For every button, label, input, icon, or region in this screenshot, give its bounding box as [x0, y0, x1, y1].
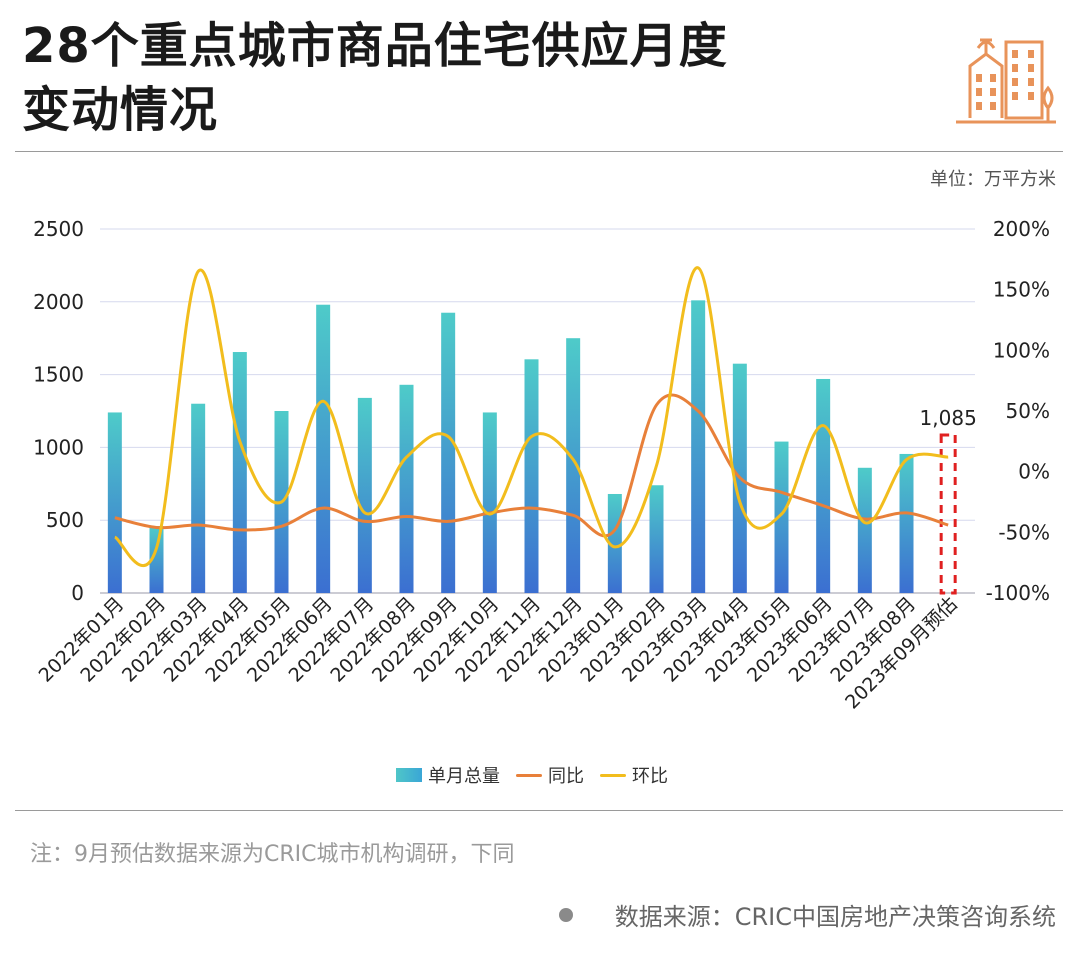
bar — [357, 397, 372, 593]
bar — [566, 338, 581, 593]
y-left-tick-label: 2000 — [33, 290, 84, 314]
legend-item-yoy: 同比 — [516, 762, 584, 788]
legend-item-bars: 单月总量 — [396, 762, 500, 788]
forecast-bar — [939, 433, 957, 595]
page-title: 28个重点城市商品住宅供应月度 变动情况 — [22, 14, 882, 142]
title-line-2: 变动情况 — [22, 82, 219, 138]
bar — [191, 403, 206, 593]
yoy-line — [114, 393, 949, 538]
data-source: 数据来源：CRIC中国房地产决策咨询系统 — [558, 897, 1056, 932]
legend-swatch-bars — [396, 768, 422, 782]
y-left-tick-label: 1500 — [33, 363, 84, 387]
y-right-tick-label: -50% — [998, 520, 1050, 544]
bar — [607, 493, 622, 593]
bar — [149, 526, 164, 593]
forecast-value-label: 1,085 — [920, 406, 977, 430]
mom-line — [113, 266, 949, 568]
legend-label-mom: 环比 — [632, 766, 668, 787]
y-left-tick-label: 0 — [71, 581, 84, 605]
footer-divider — [15, 810, 1063, 811]
legend-label-yoy: 同比 — [548, 766, 584, 787]
y-right-tick-label: 50% — [1006, 399, 1050, 423]
bar — [482, 412, 497, 593]
bar — [774, 441, 789, 593]
bar — [899, 453, 914, 593]
y-left-tick-label: 1000 — [33, 435, 84, 459]
legend-swatch-yoy — [516, 773, 542, 777]
y-right-tick-label: 0% — [1018, 460, 1050, 484]
bar — [691, 300, 706, 593]
bar — [857, 467, 872, 593]
y-left-tick-label: 2500 — [33, 217, 84, 241]
legend-swatch-mom — [600, 773, 626, 777]
chart-legend: 单月总量 同比 环比 — [0, 762, 1080, 788]
footnote: 注：9月预估数据来源为CRIC城市机构调研，下同 — [30, 842, 515, 867]
legend-label-bars: 单月总量 — [428, 766, 500, 787]
legend-item-mom: 环比 — [600, 762, 668, 788]
unit-label: 单位：万平方米 — [930, 169, 1056, 190]
city-buildings-icon — [956, 38, 1056, 124]
y-right-tick-label: 100% — [993, 338, 1050, 362]
bar — [399, 384, 414, 593]
y-right-tick-label: 150% — [993, 278, 1050, 302]
bar — [524, 359, 539, 593]
bar — [649, 485, 664, 593]
bar — [232, 352, 247, 593]
y-right-tick-label: -100% — [986, 581, 1050, 605]
title-line-1: 28个重点城市商品住宅供应月度 — [22, 18, 728, 74]
title-divider — [15, 151, 1063, 152]
bar — [107, 412, 122, 593]
bullet-dot-icon — [558, 907, 573, 922]
data-source-text: 数据来源：CRIC中国房地产决策咨询系统 — [614, 903, 1056, 931]
y-right-tick-label: 200% — [993, 217, 1050, 241]
supply-chart: 0 500 1000 1500 2000 2500 -100% -50% 0% 50% 100% 15… — [33, 217, 1050, 714]
bar — [441, 312, 456, 593]
bar — [816, 378, 831, 593]
bar — [316, 304, 331, 593]
y-left-tick-label: 500 — [46, 508, 84, 532]
